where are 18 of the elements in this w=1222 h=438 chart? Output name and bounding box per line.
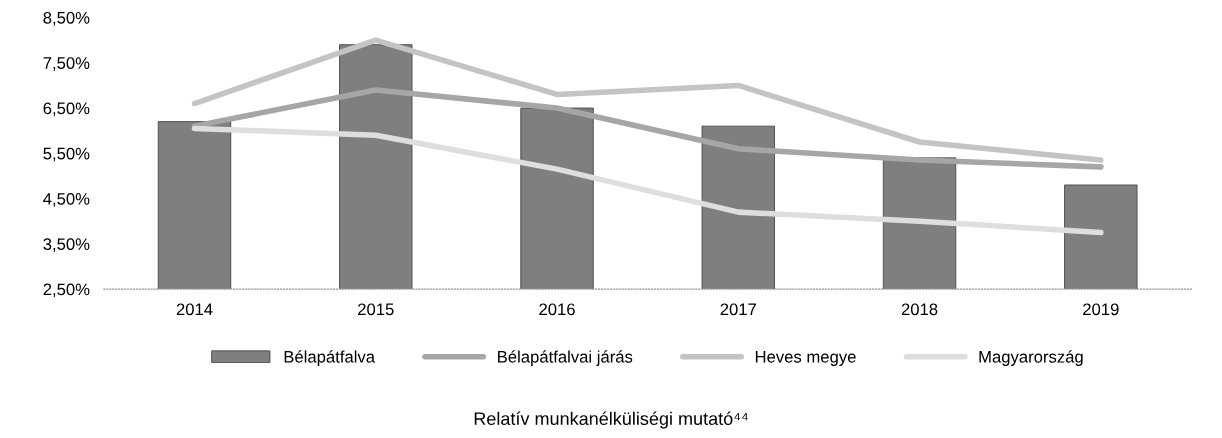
legend-label: Bélapátfalva	[284, 350, 376, 366]
y-tick-label: 6,50%	[43, 102, 90, 117]
y-tick-label: 5,50%	[43, 147, 90, 162]
legend-label: Heves megye	[755, 351, 856, 366]
x-tick-label: 2015	[358, 303, 394, 316]
text: Relatív munkanélküliségi mutató⁴⁴	[474, 411, 748, 429]
x-tick-label: 2014	[176, 303, 213, 316]
legend-label: Bélapátfalvai járás	[498, 350, 633, 366]
x-tick-label: 2019	[1083, 303, 1119, 316]
y-tick-label: 8,50%	[43, 11, 90, 26]
x-tick-label: 2017	[720, 303, 756, 316]
y-tick-label: 7,50%	[43, 57, 90, 71]
legend-label: Magyarország	[979, 350, 1083, 366]
y-tick-label: 2,50%	[43, 283, 90, 298]
x-tick-label: 2016	[539, 303, 575, 316]
y-tick-label: 4,50%	[43, 192, 90, 207]
x-tick-label: 2018	[901, 303, 938, 316]
y-tick-label: 3,50%	[43, 238, 90, 252]
